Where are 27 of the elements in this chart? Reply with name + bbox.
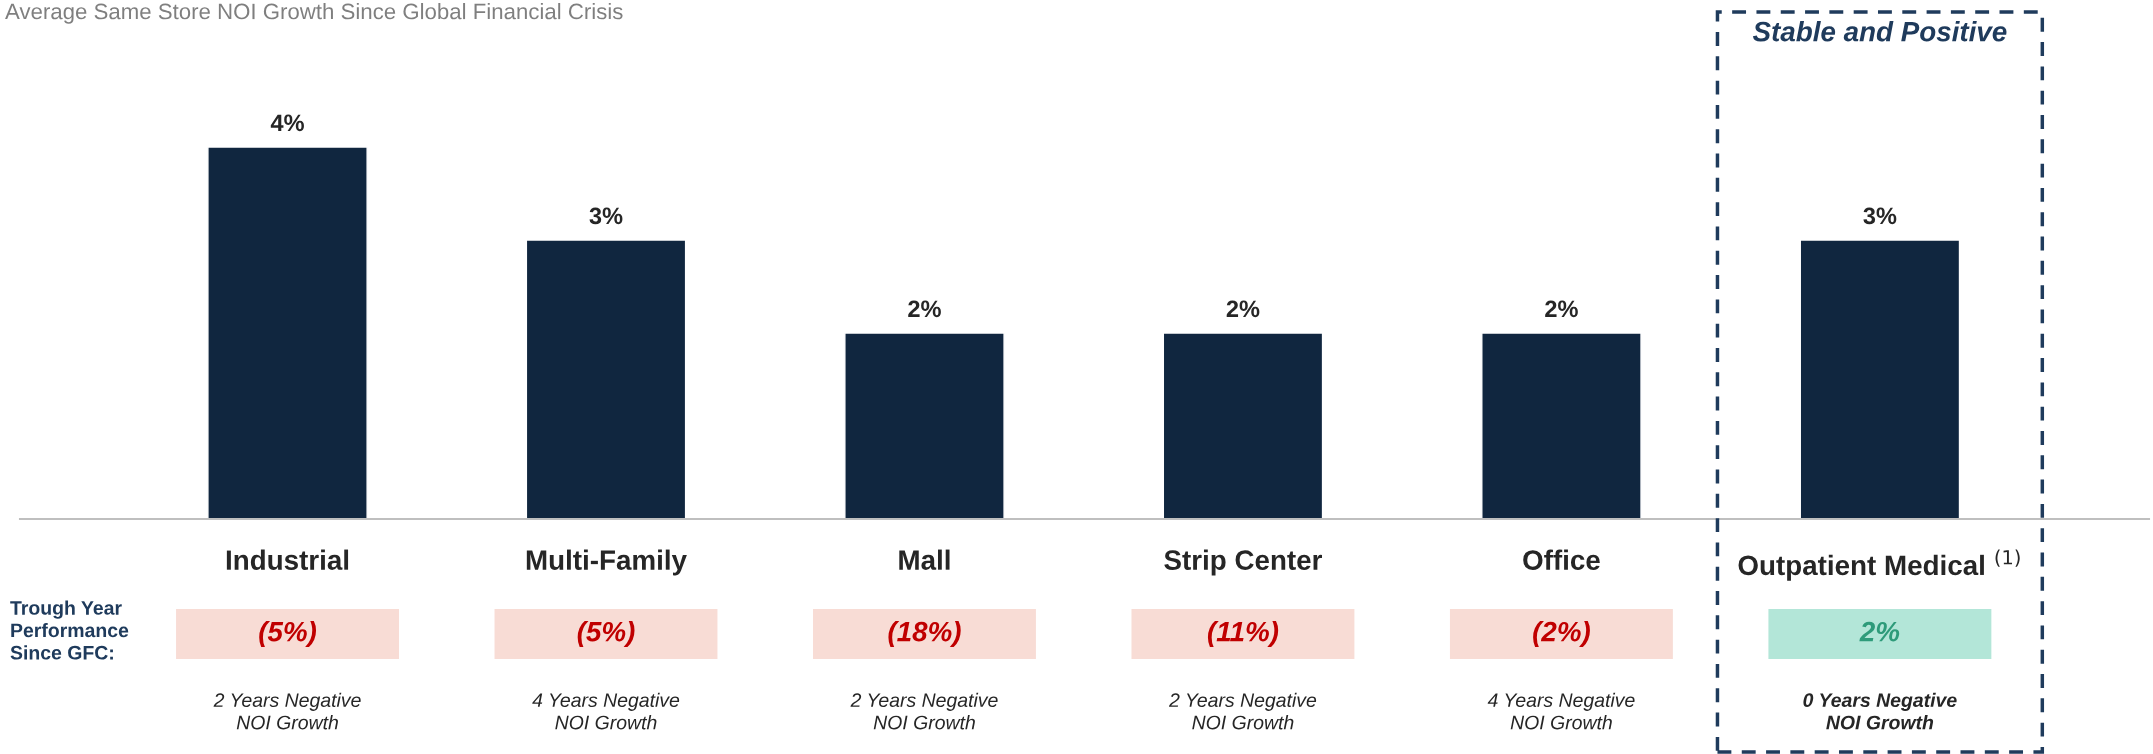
chart-title: Average Same Store NOI Growth Since Global Financial Crisis	[5, 3, 623, 24]
text: 2 Years Negative NOI Growth	[213, 692, 361, 730]
data-label: 2%	[908, 300, 941, 318]
text: (5%)	[577, 621, 635, 647]
data-label: 3%	[1863, 207, 1897, 225]
text: Stable and Positive	[1752, 21, 2007, 42]
text: (11%)	[1207, 621, 1279, 647]
data-label: 3%	[589, 207, 623, 225]
x-tick-label: Mall	[899, 549, 950, 570]
x-tick-label: Outpatient Medical $^{(1)}$	[1738, 549, 2020, 581]
data-label: 2%	[1226, 300, 1260, 318]
x-tick-label: Industrial	[226, 549, 349, 570]
text: 2 Years Negative NOI Growth	[1168, 692, 1317, 730]
text: 4 Years Negative NOI Growth	[532, 692, 680, 730]
x-tick-label: Multi-Family	[526, 549, 687, 576]
text: (5%)	[259, 621, 317, 647]
data-label: 2%	[1545, 300, 1578, 318]
x-tick-label: Office	[1523, 549, 1600, 570]
text: 4 Years Negative NOI Growth	[1487, 692, 1635, 730]
text: Trough Year Performance Since GFC:	[10, 600, 129, 660]
text: (2%)	[1533, 621, 1590, 647]
text: 0 Years Negative NOI Growth	[1803, 692, 1957, 730]
text: 2 Years Negative NOI Growth	[850, 692, 998, 730]
data-label: 4%	[270, 114, 304, 132]
text: (18%)	[888, 621, 961, 647]
text: 2%	[1859, 621, 1900, 642]
x-tick-label: Strip Center	[1164, 549, 1323, 576]
